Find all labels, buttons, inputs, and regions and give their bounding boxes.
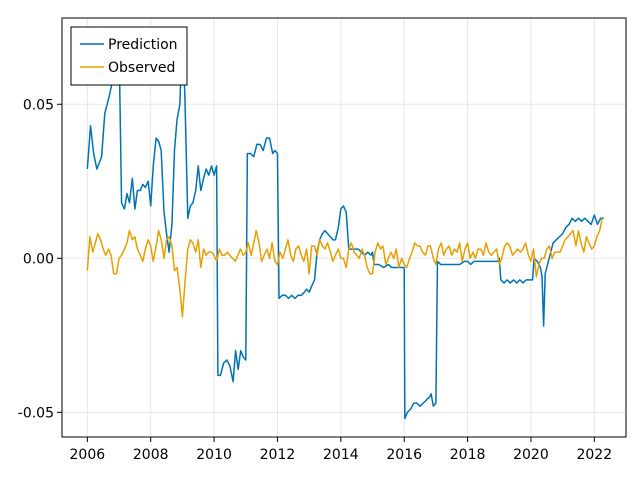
x-tick-label: 2008 (133, 447, 169, 463)
y-tick-label: -0.05 (18, 405, 54, 421)
x-tick-label: 2022 (576, 447, 612, 463)
x-tick-label: 2020 (513, 447, 549, 463)
legend-label-observed: Observed (108, 60, 175, 76)
x-tick-label: 2014 (323, 447, 359, 463)
series-line-prediction (86, 26, 604, 420)
legend-label-prediction: Prediction (108, 37, 178, 53)
axes: 2006 2008 2010 2012 2014 2016 2018 2020 2022 -0.0… (18, 97, 612, 463)
legend-box (70, 26, 188, 86)
x-tick-label: 2016 (386, 447, 422, 463)
plot-frame (61, 17, 627, 438)
x-tick-label: 2012 (260, 447, 296, 463)
y-tick-label: 0.05 (23, 97, 54, 113)
y-tick-label: 0.00 (23, 251, 54, 267)
legend: Prediction Observed (70, 26, 188, 86)
series-layer (86, 26, 604, 420)
x-tick-label: 2010 (196, 447, 232, 463)
series-line-observed (86, 218, 603, 318)
x-tick-label: 2006 (70, 447, 106, 463)
x-tick-label: 2018 (450, 447, 486, 463)
